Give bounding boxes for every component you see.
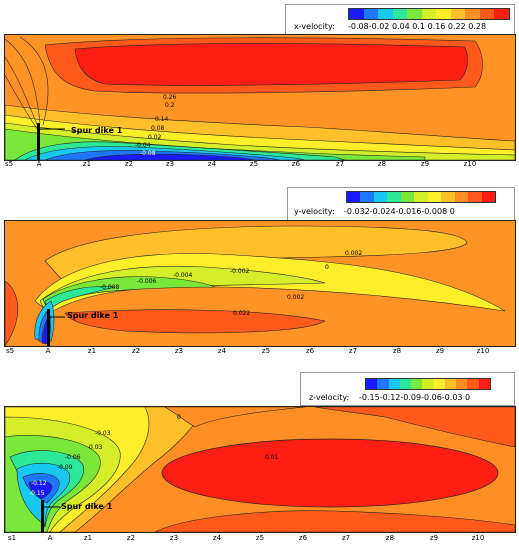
x-contour-label: 0.08 (151, 125, 165, 132)
z-velocity-colorbar (365, 378, 491, 390)
y-contour-label: 0.022 (233, 310, 250, 317)
x-contour-label: 0.14 (155, 116, 169, 123)
x-contour-label: -0.04 (135, 142, 151, 149)
y-velocity-legend: y-velocity: -0.032-0.024-0.016-0.008 0 (287, 187, 515, 221)
y-contour-label: -0.004 (173, 272, 193, 279)
z-contour-label: -0.12 (31, 480, 47, 487)
z-velocity-axis-labels: s1 A z1 z2 z3 z4 z5 z6 z7 z8 z9 z10 (4, 534, 514, 544)
axis-label: A (47, 534, 53, 542)
z-contour-label: 0.01 (265, 454, 279, 461)
z-velocity-legend: z-velocity: -0.15-0.12-0.09-0.06-0.03 0 (300, 372, 515, 406)
y-velocity-contour-plot: 0.002 0 -0.004 -0.002 -0.008 -0.006 0.00… (4, 220, 516, 347)
axis-label: z3 (165, 160, 175, 168)
x-velocity-legend: x-velocity: -0.08-0.02 0.04 0.1 0.16 0.2… (285, 4, 515, 36)
axis-label: z10 (471, 534, 485, 542)
z-contour-label: -0.09 (57, 464, 73, 471)
axis-label: z5 (249, 160, 259, 168)
axis-label: s5 (5, 347, 15, 355)
x-contour-label: -0.08 (140, 150, 156, 157)
axis-label: z6 (305, 347, 315, 355)
axis-label: z10 (476, 347, 490, 355)
axis-label: z2 (124, 160, 134, 168)
axis-label: z1 (87, 347, 97, 355)
axis-label: A (45, 347, 51, 355)
axis-label: z8 (392, 347, 402, 355)
y-velocity-panel: y-velocity: -0.032-0.024-0.016-0.008 0 (0, 183, 519, 363)
axis-label: z7 (348, 347, 358, 355)
spur-dike-label: Spur dike 1 (61, 502, 113, 511)
y-contour-label: 0.002 (287, 294, 304, 301)
axis-label: z10 (463, 160, 477, 168)
axis-label: z5 (255, 534, 265, 542)
y-contour-label: 0 (325, 264, 329, 271)
x-velocity-legend-title: x-velocity: (294, 22, 335, 31)
axis-label: s1 (7, 534, 17, 542)
z-contour-label: -0.03 (95, 430, 111, 437)
y-velocity-legend-ticks: -0.032-0.024-0.016-0.008 0 (344, 207, 455, 216)
z-velocity-contour-plot: 0 -0.03 0.03 -0.06 -0.09 -0.12 -0.15 0.0… (4, 406, 516, 533)
z-velocity-legend-title: z-velocity: (309, 393, 350, 402)
x-contour-label: 0.02 (148, 134, 162, 141)
y-contour-label: -0.006 (137, 278, 157, 285)
y-velocity-axis-labels: s5 A z1 z2 z3 z4 z5 z6 z7 z8 z9 z10 (4, 347, 514, 357)
axis-label: z7 (335, 160, 345, 168)
axis-label: z8 (385, 534, 395, 542)
x-velocity-contour-plot: 0.26 0.2 0.14 0.08 0.02 -0.04 -0.08 Spur… (4, 34, 516, 161)
axis-label: z4 (212, 534, 222, 542)
y-contour-label: 0.002 (345, 250, 362, 257)
axis-label: z2 (126, 534, 136, 542)
x-contour-label: 0.2 (165, 102, 175, 109)
y-contour-label: -0.008 (100, 284, 120, 291)
axis-label: z1 (83, 534, 93, 542)
axis-label: z4 (217, 347, 227, 355)
axis-label: z8 (377, 160, 387, 168)
x-velocity-panel: x-velocity: -0.08-0.02 0.04 0.1 0.16 0.2… (0, 0, 519, 180)
axis-label: z6 (298, 534, 308, 542)
z-velocity-panel: z-velocity: -0.15-0.12-0.09-0.06-0.03 0 (0, 370, 519, 550)
spur-dike-label: Spur dike 1 (71, 126, 123, 135)
axis-label: z9 (429, 534, 439, 542)
axis-label: z2 (131, 347, 141, 355)
y-contour-label: -0.002 (230, 268, 250, 275)
axis-label: z6 (291, 160, 301, 168)
axis-label: z3 (169, 534, 179, 542)
spur-dike-label: Spur dike 1 (67, 311, 119, 320)
axis-label: z3 (174, 347, 184, 355)
x-velocity-legend-ticks: -0.08-0.02 0.04 0.1 0.16 0.22 0.28 (348, 22, 487, 31)
axis-label: z9 (435, 347, 445, 355)
x-velocity-axis-labels: s5 A z1 z2 z3 z4 z5 z6 z7 z8 z9 z10 (4, 160, 514, 170)
y-velocity-legend-title: y-velocity: (294, 207, 335, 216)
z-velocity-legend-ticks: -0.15-0.12-0.09-0.06-0.03 0 (359, 393, 471, 402)
x-contour-label: 0.26 (163, 94, 177, 101)
axis-label: A (36, 160, 42, 168)
z-contour-label: -0.15 (29, 490, 45, 497)
x-velocity-colorbar (348, 8, 510, 20)
z-contour-label: 0 (177, 414, 181, 421)
axis-label: z5 (261, 347, 271, 355)
z-contour-label: -0.06 (65, 454, 81, 461)
axis-label: z7 (341, 534, 351, 542)
axis-label: s5 (4, 160, 14, 168)
axis-label: z9 (420, 160, 430, 168)
z-contour-label: 0.03 (89, 444, 103, 451)
axis-label: z4 (207, 160, 217, 168)
axis-label: z1 (82, 160, 92, 168)
y-velocity-colorbar (346, 191, 496, 203)
